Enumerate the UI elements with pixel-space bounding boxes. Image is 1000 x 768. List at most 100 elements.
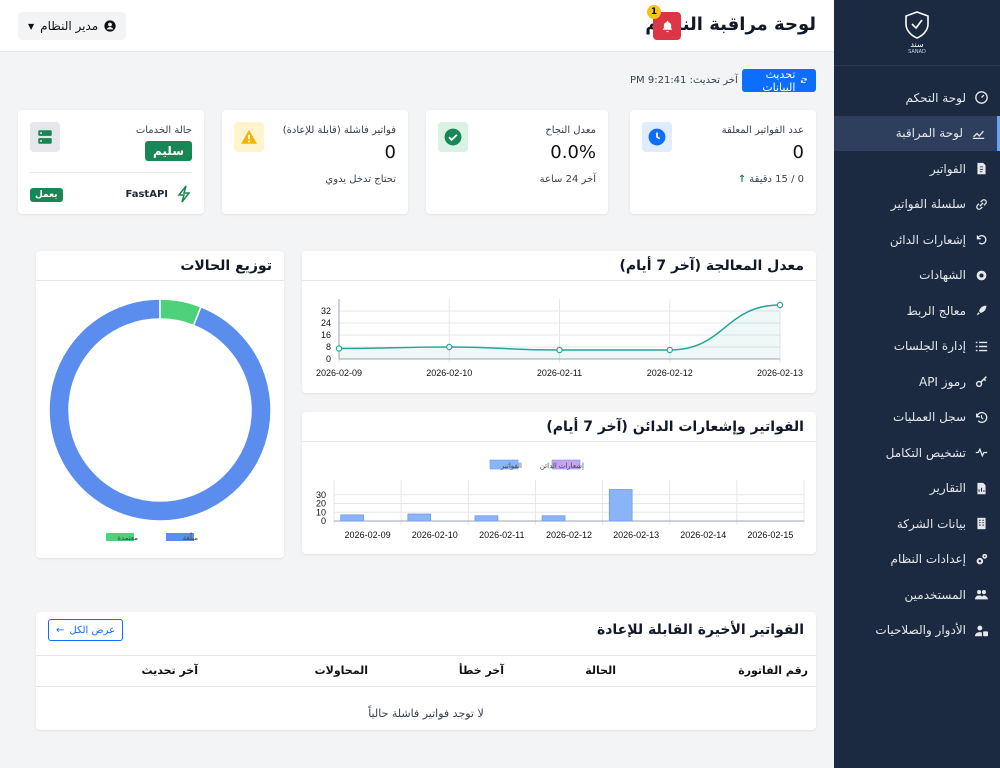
- data-point: [446, 343, 453, 351]
- rocket-icon: [974, 304, 988, 318]
- stat-sub: تحتاج تدخل يدوي: [325, 174, 396, 185]
- panel-title: الفواتير الأخيرة القابلة للإعادة: [596, 622, 804, 638]
- data-point: [335, 345, 343, 352]
- service-name: FastAPI: [125, 189, 168, 200]
- sidebar-item[interactable]: تشخيص التكامل: [834, 435, 1000, 471]
- legend-label: معتمدة: [117, 535, 138, 542]
- sync-icon: [801, 77, 808, 84]
- sidebar-item[interactable]: الشهادات: [834, 258, 1000, 294]
- sidebar-item[interactable]: التقارير: [834, 471, 1000, 507]
- x-tick-label: 2026-02-13: [757, 368, 803, 378]
- refresh-label: تحديث البيانات: [762, 67, 796, 94]
- check-icon-box: [438, 122, 468, 152]
- view-all-button[interactable]: عرض الكل ←: [48, 619, 124, 641]
- server-icon: [38, 130, 52, 144]
- pie-slice: [159, 298, 202, 327]
- column-header[interactable]: آخر تحديث: [141, 664, 198, 677]
- history-icon: [974, 410, 988, 424]
- sidebar-item[interactable]: معالج الربط: [834, 293, 1000, 329]
- sidebar-item[interactable]: بيانات الشركة: [834, 506, 1000, 542]
- sidebar-item-label: سلسلة الفواتير: [890, 197, 966, 212]
- panel-title: معدل المعالجة (آخر 7 أيام): [619, 258, 804, 274]
- legend-swatch: [106, 533, 134, 541]
- sidebar-item[interactable]: إشعارات الدائن: [834, 222, 1000, 258]
- y-tick-label: 8: [326, 342, 331, 352]
- x-tick-label: 2026-02-10: [426, 368, 472, 378]
- view-all-label: عرض الكل: [69, 624, 116, 636]
- user-menu[interactable]: مدير النظام ▼: [18, 12, 127, 40]
- sidebar-item[interactable]: الفواتير: [834, 151, 1000, 187]
- column-header[interactable]: آخر خطأ: [458, 664, 504, 677]
- sidebar-item-label: لوحة التحكم: [905, 90, 967, 105]
- link-icon: [974, 197, 988, 211]
- area-fill: [339, 305, 780, 359]
- pie-slice: [48, 298, 272, 522]
- services-status-badge: سليم: [144, 141, 192, 161]
- legend-swatch: [551, 459, 581, 470]
- cogs-icon: [974, 552, 988, 566]
- x-tick-label: 2026-02-11: [537, 368, 582, 378]
- sidebar-item-label: المستخدمين: [904, 587, 966, 602]
- sidebar-item-label: الأدوار والصلاحيات: [875, 623, 966, 638]
- sidebar-item-label: إعدادات النظام: [890, 552, 966, 567]
- distribution-donut-chart: مبلّغة معتمدة: [48, 298, 272, 542]
- y-tick-label: 24: [321, 318, 331, 328]
- stat-label: فواتير فاشلة (قابلة للإعادة): [282, 125, 396, 136]
- clock-icon-box: [642, 122, 672, 152]
- sidebar-item[interactable]: سجل العمليات: [834, 400, 1000, 436]
- sidebar-item[interactable]: إعدادات النظام: [834, 542, 1000, 578]
- stat-label: معدل النجاح: [545, 125, 596, 136]
- refresh-button[interactable]: تحديث البيانات: [741, 67, 816, 94]
- distribution-panel: توزيع الحالات مبلّغة معتمدة: [36, 251, 284, 558]
- last-update-text: آخر تحديث: 9:21:41 PM: [630, 75, 738, 86]
- user-circle-icon: [104, 20, 116, 32]
- x-tick-label: 2026-02-09: [345, 530, 391, 540]
- stat-value: 0: [792, 142, 804, 163]
- stat-card-success: معدل النجاح 0.0% آخر 24 ساعة: [426, 110, 608, 214]
- brand-text: سند: [910, 40, 924, 49]
- sidebar-item[interactable]: الأدوار والصلاحيات: [834, 613, 1000, 649]
- user-lock-icon: [974, 623, 988, 637]
- sidebar-item-label: تشخيص التكامل: [885, 445, 966, 460]
- sidebar-item[interactable]: لوحة المراقبة: [834, 115, 1000, 151]
- sidebar-item[interactable]: إدارة الجلسات: [834, 329, 1000, 365]
- stat-card-failed: فواتير فاشلة (قابلة للإعادة) 0 تحتاج تدخ…: [222, 110, 408, 214]
- key-icon: [974, 375, 988, 389]
- sidebar-item[interactable]: المستخدمين: [834, 577, 1000, 613]
- sidebar-item-label: لوحة المراقبة: [895, 126, 963, 141]
- sidebar-item[interactable]: رموز API: [834, 364, 1000, 400]
- stat-card-services: حالة الخدمات سليم FastAPI يعمل: [18, 110, 204, 214]
- y-tick-label: 10: [316, 507, 326, 517]
- bar: [340, 514, 364, 522]
- refresh-row: تحديث البيانات آخر تحديث: 9:21:41 PM: [630, 67, 816, 94]
- legend-label: الفواتير: [500, 462, 522, 470]
- sidebar-item-label: إدارة الجلسات: [893, 339, 966, 354]
- y-tick-label: 16: [321, 330, 331, 340]
- brand-logo[interactable]: سند SANAD: [834, 0, 1000, 66]
- heartbeat-icon: [974, 446, 988, 460]
- x-tick-label: 2026-02-15: [747, 530, 793, 540]
- empty-state-message: لا توجد فواتير فاشلة حالياً: [368, 707, 484, 720]
- sidebar-item-label: التقارير: [929, 481, 966, 496]
- clock-icon: [648, 128, 666, 146]
- y-tick-label: 0: [326, 354, 331, 364]
- sidebar-item[interactable]: سلسلة الفواتير: [834, 187, 1000, 223]
- recent-failed-panel: الفواتير الأخيرة القابلة للإعادة عرض الك…: [36, 612, 816, 730]
- x-tick-label: 2026-02-12: [546, 530, 592, 540]
- alerts-button[interactable]: [653, 12, 681, 40]
- x-tick-label: 2026-02-09: [316, 368, 362, 378]
- sidebar-item-label: إشعارات الدائن: [889, 232, 966, 247]
- sidebar-item[interactable]: لوحة التحكم: [834, 80, 1000, 116]
- column-header[interactable]: المحاولات: [314, 664, 368, 677]
- warning-icon: [241, 129, 257, 144]
- processing-rate-panel: معدل المعالجة (آخر 7 أيام) 0 8 16 24 32 2026-…: [302, 251, 816, 393]
- x-tick-label: 2026-02-12: [647, 368, 693, 378]
- stat-sub: آخر 24 ساعة: [539, 174, 596, 185]
- column-header[interactable]: الحالة: [585, 664, 616, 677]
- report-icon: [974, 481, 988, 495]
- y-tick-label: 30: [316, 490, 326, 500]
- column-header[interactable]: رقم الفاتورة: [738, 664, 808, 677]
- sidebar-item-label: بيانات الشركة: [896, 516, 966, 531]
- certificate-icon: [974, 268, 988, 282]
